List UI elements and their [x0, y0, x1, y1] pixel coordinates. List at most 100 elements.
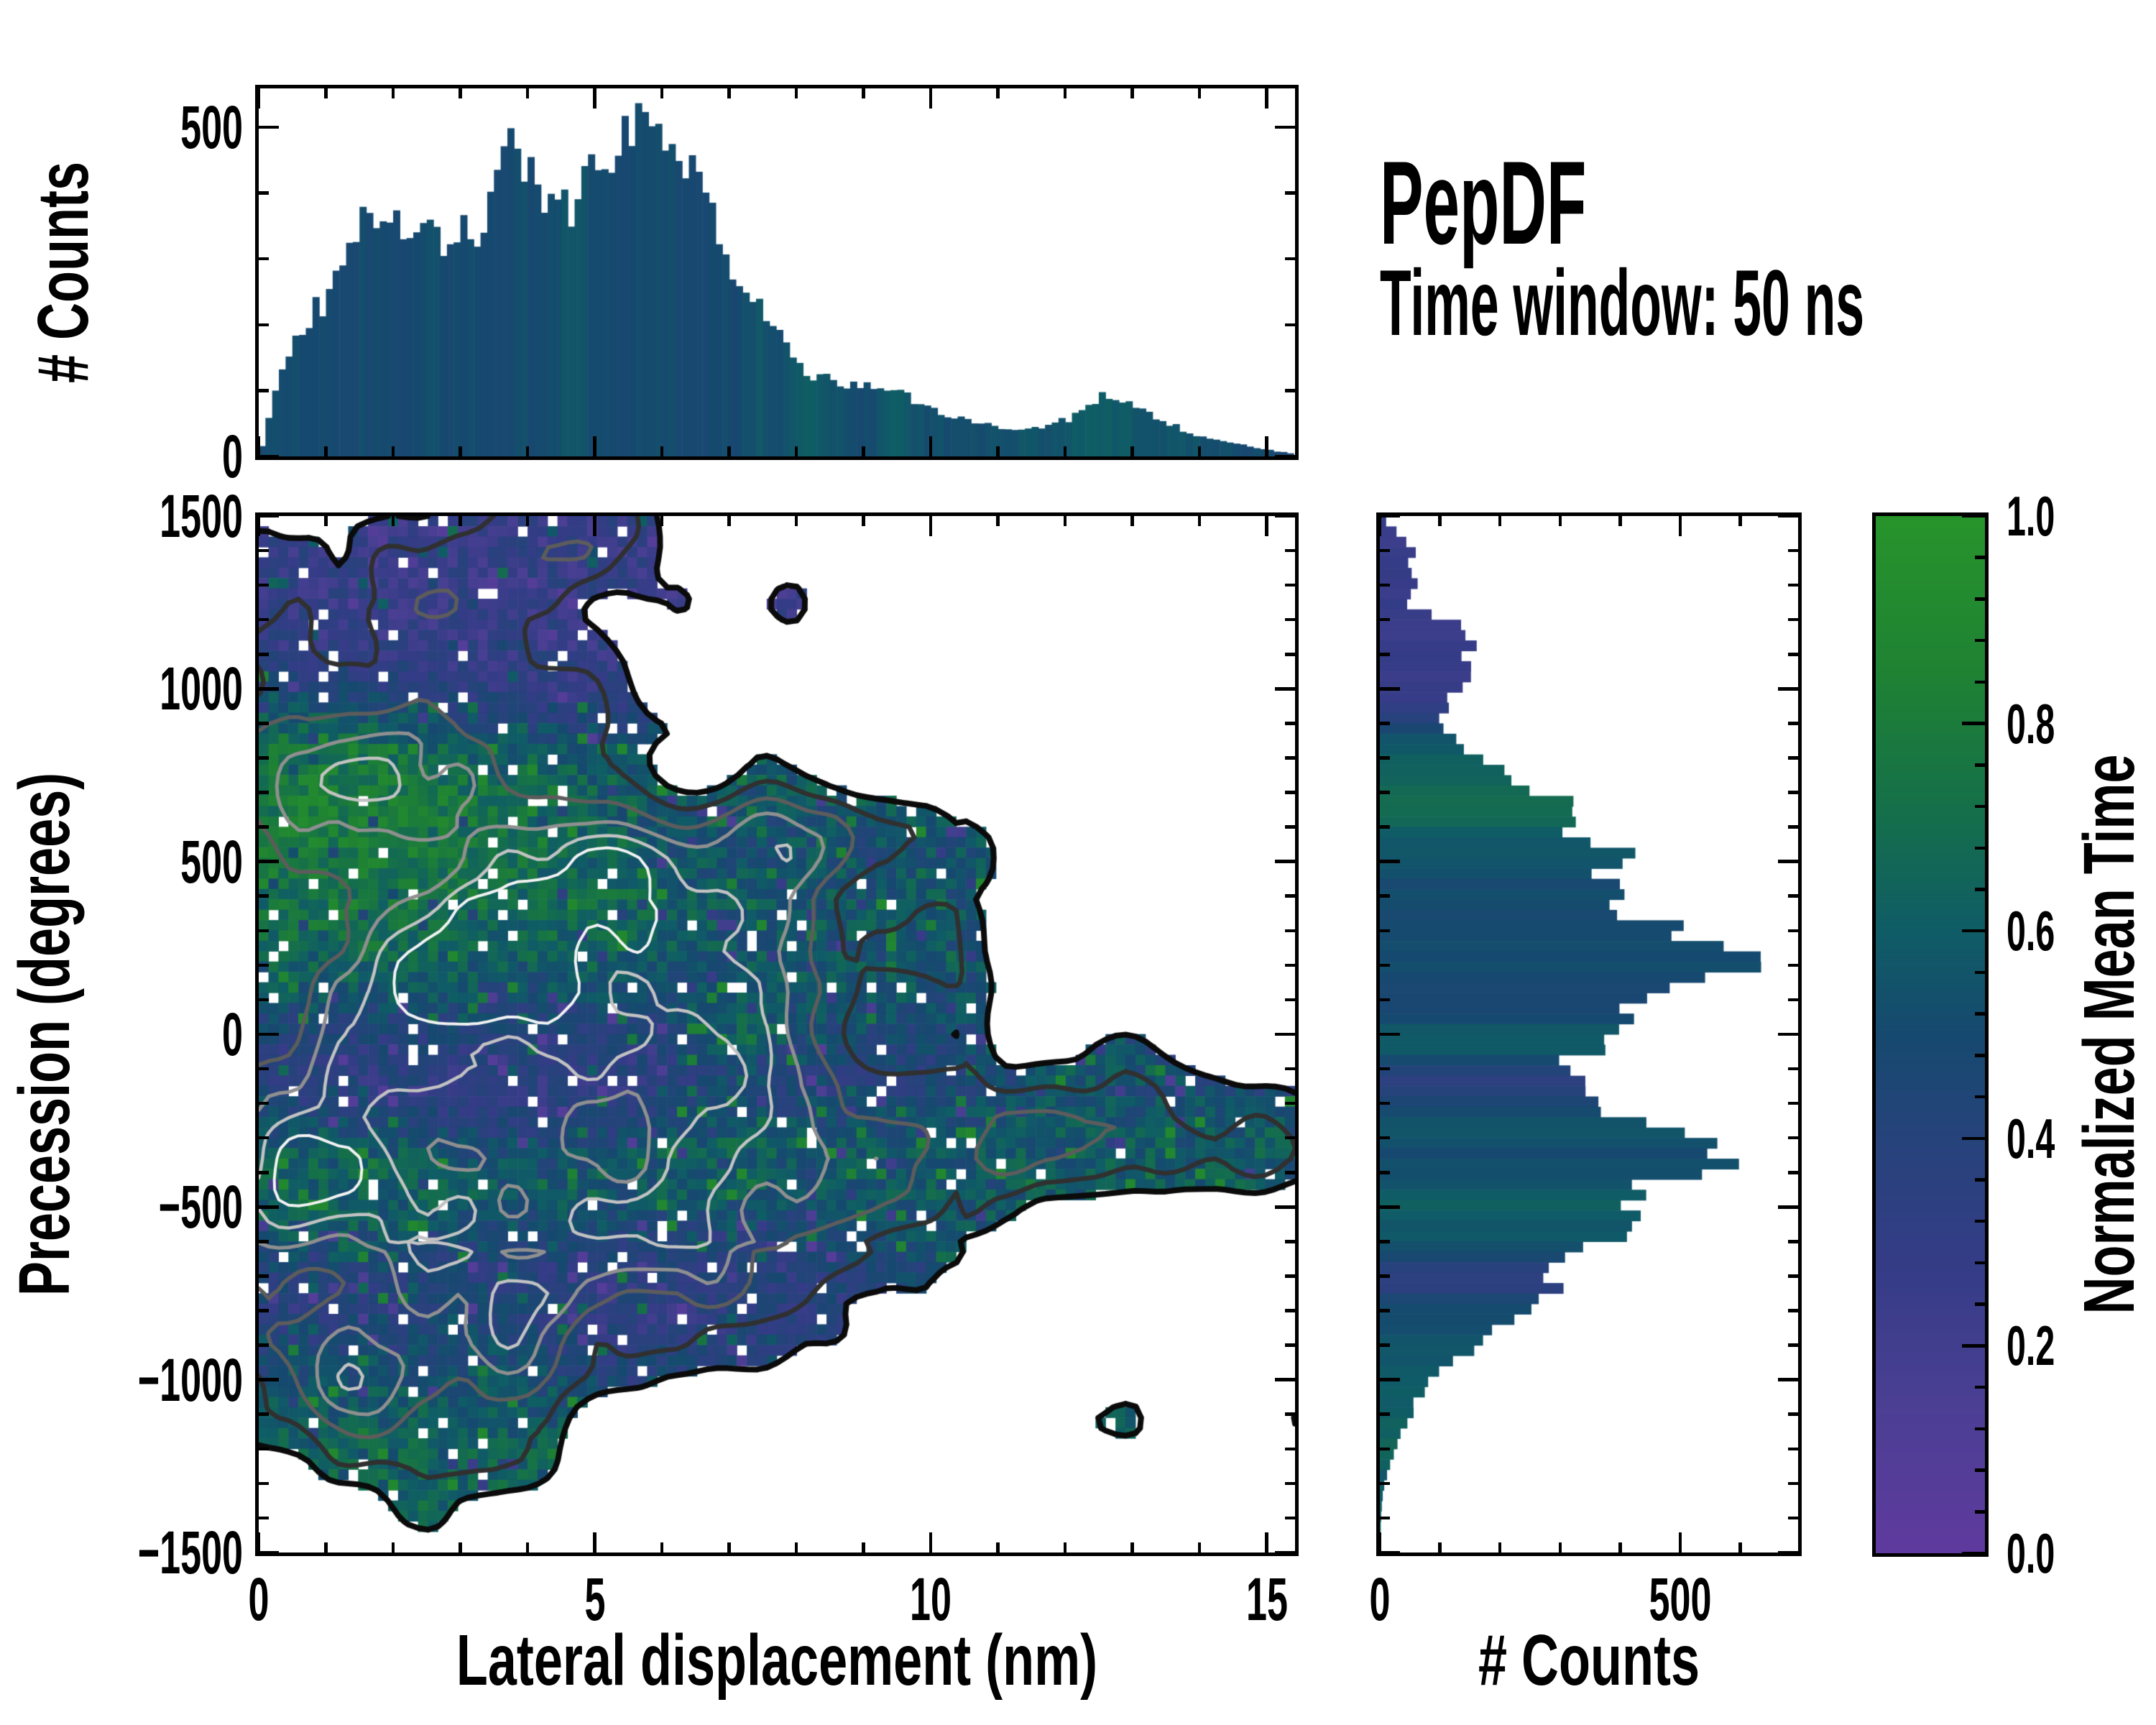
- tick-label-text: 1.0: [2007, 484, 2055, 548]
- axis-tick: [1778, 687, 1798, 691]
- axis-tick: [1788, 1412, 1798, 1416]
- axis-tick: [727, 88, 731, 98]
- axis-tick: [1285, 1171, 1295, 1174]
- tick-label-text: −500: [158, 1173, 243, 1241]
- axis-tick: [1380, 894, 1390, 898]
- tick-label-text: 500: [1649, 1565, 1712, 1633]
- axis-tick: [259, 389, 269, 392]
- axis-tick: [1275, 687, 1295, 691]
- axis-tick: [259, 323, 269, 327]
- tick-label: 5: [578, 1569, 612, 1629]
- tick-label: 1500: [109, 486, 243, 546]
- axis-tick: [259, 257, 269, 261]
- axis-tick: [324, 1542, 328, 1552]
- joint-heatmap-canvas: [259, 516, 1295, 1552]
- axis-tick: [1558, 516, 1562, 526]
- axis-tick: [259, 687, 279, 691]
- axis-tick: [1788, 583, 1798, 587]
- main-xlabel-text: Lateral displacement (nm): [456, 1620, 1098, 1701]
- axis-tick: [259, 756, 269, 760]
- axis-tick: [1962, 514, 1985, 518]
- tick-label-text: 0: [222, 1000, 243, 1068]
- axis-tick: [259, 1447, 269, 1451]
- figure-title-text: PepDF: [1380, 137, 1587, 269]
- axis-tick: [660, 446, 664, 456]
- axis-tick: [1285, 963, 1295, 967]
- axis-tick: [1788, 1447, 1798, 1451]
- axis-tick: [1962, 1344, 1985, 1348]
- right-histogram-canvas: [1380, 516, 1798, 1552]
- axis-tick: [1975, 888, 1985, 891]
- tick-label-text: 0: [222, 423, 243, 490]
- axis-tick: [1275, 1205, 1295, 1209]
- tick-label: 0: [209, 1004, 243, 1064]
- axis-tick: [1788, 756, 1798, 760]
- axis-tick: [1197, 88, 1202, 98]
- axis-tick: [259, 1067, 269, 1071]
- axis-tick: [1265, 436, 1268, 456]
- axis-tick: [1380, 1136, 1390, 1140]
- axis-tick: [1618, 1542, 1622, 1552]
- axis-tick: [1285, 548, 1295, 553]
- axis-tick: [1275, 125, 1295, 129]
- axis-tick: [1380, 1240, 1390, 1243]
- axis-tick: [1380, 1274, 1390, 1278]
- axis-tick: [1975, 1510, 1985, 1514]
- axis-tick: [259, 1032, 279, 1036]
- axis-tick: [324, 446, 328, 456]
- axis-tick: [259, 653, 269, 656]
- axis-tick: [1788, 1309, 1798, 1312]
- axis-tick: [259, 1136, 269, 1140]
- axis-tick: [1275, 1378, 1295, 1381]
- axis-tick: [1285, 257, 1295, 261]
- axis-tick: [1962, 929, 1985, 933]
- tick-label-text: 0: [248, 1565, 270, 1633]
- axis-tick: [1380, 1067, 1390, 1071]
- axis-tick: [1975, 638, 1985, 643]
- axis-tick: [391, 516, 395, 526]
- axis-tick: [1738, 516, 1742, 526]
- tick-label-text: 0.6: [2007, 899, 2055, 963]
- axis-tick: [1285, 1274, 1295, 1278]
- axis-tick: [1130, 516, 1134, 526]
- axis-tick: [1788, 1343, 1798, 1347]
- axis-tick: [1130, 88, 1134, 98]
- axis-tick: [1197, 446, 1202, 456]
- axis-tick: [1788, 1101, 1798, 1105]
- axis-tick: [1975, 1095, 1985, 1099]
- axis-tick: [1788, 1516, 1798, 1520]
- tick-label: 0: [209, 426, 243, 487]
- figure-subtitle-text: Time window: 50 ns: [1380, 250, 1865, 355]
- tick-label-text: 0.0: [2007, 1522, 2055, 1585]
- tick-label: 500: [142, 832, 243, 892]
- axis-tick: [1275, 1550, 1295, 1555]
- axis-tick: [727, 1542, 731, 1552]
- axis-tick: [1380, 1447, 1390, 1451]
- tick-label: −1500: [73, 1522, 243, 1583]
- axis-tick: [1380, 1550, 1400, 1555]
- axis-tick: [1380, 514, 1400, 518]
- axis-tick: [660, 516, 664, 526]
- axis-tick: [1438, 516, 1442, 526]
- axis-tick: [1788, 548, 1798, 553]
- axis-tick: [1380, 1343, 1390, 1347]
- axis-tick: [1962, 722, 1985, 725]
- tick-label-text: 15: [1245, 1565, 1288, 1633]
- axis-tick: [1975, 1261, 1985, 1265]
- colorbar-canvas: [1876, 516, 1985, 1553]
- axis-tick: [391, 446, 395, 456]
- axis-tick: [1558, 1542, 1562, 1552]
- axis-tick: [1285, 1309, 1295, 1312]
- axis-tick: [459, 446, 462, 456]
- tick-label-text: 0.8: [2007, 691, 2055, 755]
- axis-tick: [1380, 1516, 1390, 1520]
- axis-tick: [1975, 1054, 1985, 1057]
- axis-tick: [259, 791, 269, 794]
- axis-tick: [324, 516, 328, 526]
- axis-tick: [1788, 653, 1798, 656]
- axis-tick: [259, 1101, 269, 1105]
- axis-tick: [1063, 516, 1067, 526]
- top-hist-ylabel-text: # Counts: [23, 161, 103, 384]
- axis-tick: [1788, 791, 1798, 794]
